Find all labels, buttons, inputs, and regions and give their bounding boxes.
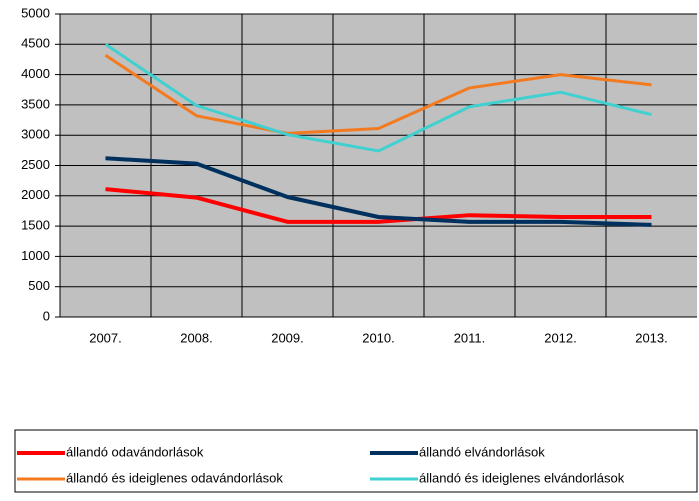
x-tick-label: 2013. [635, 330, 668, 345]
legend-label: állandó elvándorlások [419, 444, 545, 459]
legend-label: állandó és ideiglenes odavándorlások [66, 470, 283, 485]
y-tick-label: 4000 [21, 66, 50, 81]
x-tick-label: 2010. [362, 330, 395, 345]
legend-box [14, 429, 698, 493]
y-tick-label: 2500 [21, 157, 50, 172]
y-tick-label: 3500 [21, 96, 50, 111]
x-tick-label: 2009. [271, 330, 304, 345]
y-tick-label: 2000 [21, 187, 50, 202]
x-tick-label: 2007. [89, 330, 122, 345]
x-tick-label: 2012. [544, 330, 577, 345]
y-tick-label: 500 [28, 278, 50, 293]
x-tick-label: 2008. [180, 330, 213, 345]
y-tick-label: 3000 [21, 127, 50, 142]
y-tick-label: 4500 [21, 36, 50, 51]
series-line [104, 53, 652, 135]
legend-label: állandó és ideiglenes elvándorlások [419, 470, 625, 485]
legend-label: állandó odavándorlások [66, 444, 204, 459]
y-tick-label: 5000 [21, 5, 50, 20]
series-line [105, 187, 652, 224]
y-tick-label: 1500 [21, 218, 50, 233]
y-tick-label: 1000 [21, 248, 50, 263]
series-line [104, 43, 652, 153]
y-tick-label: 0 [43, 308, 50, 323]
series-line [105, 156, 652, 227]
x-tick-label: 2011. [454, 330, 486, 345]
